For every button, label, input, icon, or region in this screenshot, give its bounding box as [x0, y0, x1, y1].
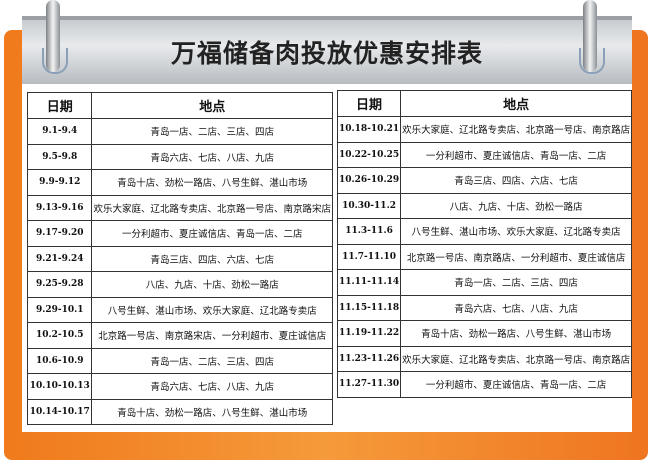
date-cell: 9.5-9.8	[26, 143, 93, 170]
date-cell: 9.29-10.1	[26, 296, 93, 323]
date-cell: 11.3-11.6	[336, 218, 402, 245]
table-row: 9.5-9.8 青岛六店、七店、八店、九店	[26, 143, 333, 170]
column-header-location: 地点	[400, 90, 633, 117]
table-row: 10.14-10.17 青岛十店、劲松一路店、八号生鲜、湛山市场	[26, 398, 333, 425]
location-cell: 青岛三店、四店、六店、七店	[400, 167, 633, 194]
date-cell: 10.18-10.21	[336, 116, 402, 143]
binder-ring-icon	[583, 0, 597, 72]
ring-loop-icon	[42, 48, 68, 74]
location-cell: 欢乐大家庭、辽北路专卖店、北京路一号店、南京路宋店	[91, 194, 333, 221]
location-cell: 八店、九店、十店、劲松一路店	[400, 192, 633, 219]
table-row: 10.18-10.21 欢乐大家庭、辽北路专卖店、北京路一号店、南京路店	[336, 116, 633, 143]
page-title: 万福储备肉投放优惠安排表	[170, 39, 483, 68]
date-cell: 9.17-9.20	[26, 220, 93, 247]
location-cell: 八号生鲜、湛山市场、欢乐大家庭、辽北路专卖店	[91, 296, 333, 323]
table-row: 11.7-11.10 北京路一号店、南京路店、一分利超市、夏庄诚信店	[336, 243, 633, 270]
location-cell: 青岛十店、劲松一路店、八号生鲜、湛山市场	[91, 398, 333, 425]
location-cell: 青岛一店、二店、三店、四店	[91, 118, 333, 145]
date-cell: 11.7-11.10	[336, 243, 402, 270]
table-row: 11.23-11.26 欢乐大家庭、辽北路专卖店、北京路一号店、南京路店	[336, 345, 633, 372]
location-cell: 欢乐大家庭、辽北路专卖店、北京路一号店、南京路店	[400, 345, 633, 372]
table-row: 10.2-10.5 北京路一号店、南京路宋店、一分利超市、夏庄诚信店	[26, 322, 333, 349]
location-cell: 青岛六店、七店、八店、九店	[400, 294, 633, 321]
location-cell: 一分利超市、夏庄诚信店、青岛一店、二店	[400, 141, 633, 168]
table-row: 9.9-9.12 青岛十店、劲松一路店、八号生鲜、湛山市场	[26, 169, 333, 196]
table-row: 9.17-9.20 一分利超市、夏庄诚信店、青岛一店、二店	[26, 220, 333, 247]
table-row: 9.1-9.4 青岛一店、二店、三店、四店	[26, 118, 333, 145]
table-row: 10.6-10.9 青岛一店、二店、三店、四店	[26, 347, 333, 374]
date-cell: 11.11-11.14	[336, 269, 402, 296]
location-cell: 欢乐大家庭、辽北路专卖店、北京路一号店、南京路店	[400, 116, 633, 143]
ring-loop-icon	[579, 48, 605, 74]
location-cell: 一分利超市、夏庄诚信店、青岛一店、二店	[91, 220, 333, 247]
date-cell: 10.6-10.9	[26, 347, 93, 374]
date-cell: 10.30-11.2	[336, 192, 402, 219]
location-cell: 八号生鲜、湛山市场、欢乐大家庭、辽北路专卖店	[400, 218, 633, 245]
location-cell: 北京路一号店、南京路店、一分利超市、夏庄诚信店	[400, 243, 633, 270]
column-header-date: 日期	[336, 90, 402, 117]
column-header-location: 地点	[91, 92, 333, 119]
date-cell: 9.9-9.12	[26, 169, 93, 196]
table-row: 9.29-10.1 八号生鲜、湛山市场、欢乐大家庭、辽北路专卖店	[26, 296, 333, 323]
table-row: 10.30-11.2 八店、九店、十店、劲松一路店	[336, 192, 633, 219]
binder-ring-icon	[46, 0, 60, 72]
location-cell: 八店、九店、十店、劲松一路店	[91, 271, 333, 298]
date-cell: 10.22-10.25	[336, 141, 402, 168]
date-cell: 11.27-11.30	[336, 371, 402, 398]
location-cell: 青岛十店、劲松一路店、八号生鲜、湛山市场	[91, 169, 333, 196]
table-row: 11.11-11.14 青岛一店、二店、三店、四店	[336, 269, 633, 296]
location-cell: 青岛一店、二店、三店、四店	[400, 269, 633, 296]
location-cell: 北京路一号店、南京路宋店、一分利超市、夏庄诚信店	[91, 322, 333, 349]
date-cell: 10.26-10.29	[336, 167, 402, 194]
table-row: 10.26-10.29 青岛三店、四店、六店、七店	[336, 167, 633, 194]
table-row: 10.22-10.25 一分利超市、夏庄诚信店、青岛一店、二店	[336, 141, 633, 168]
table-row: 9.25-9.28 八店、九店、十店、劲松一路店	[26, 271, 333, 298]
table-row: 9.21-9.24 青岛三店、四店、六店、七店	[26, 245, 333, 272]
date-cell: 11.15-11.18	[336, 294, 402, 321]
date-cell: 10.14-10.17	[26, 398, 93, 425]
table-row: 10.10-10.13 青岛六店、七店、八店、九店	[26, 373, 333, 400]
date-cell: 9.1-9.4	[26, 118, 93, 145]
date-cell: 10.10-10.13	[26, 373, 93, 400]
title-bar: 万福储备肉投放优惠安排表	[22, 16, 632, 84]
date-cell: 10.2-10.5	[26, 322, 93, 349]
location-cell: 青岛一店、二店、三店、四店	[91, 347, 333, 374]
location-cell: 青岛三店、四店、六店、七店	[91, 245, 333, 272]
date-cell: 11.23-11.26	[336, 345, 402, 372]
location-cell: 青岛十店、劲松一路店、八号生鲜、湛山市场	[400, 320, 633, 347]
location-cell: 一分利超市、夏庄诚信店、青岛一店、二店	[400, 371, 633, 398]
table-row: 11.27-11.30 一分利超市、夏庄诚信店、青岛一店、二店	[336, 371, 633, 398]
location-cell: 青岛六店、七店、八店、九店	[91, 143, 333, 170]
date-cell: 9.13-9.16	[26, 194, 93, 221]
table-row: 11.3-11.6 八号生鲜、湛山市场、欢乐大家庭、辽北路专卖店	[336, 218, 633, 245]
location-cell: 青岛六店、七店、八店、九店	[91, 373, 333, 400]
schedule-table-right: 日期 地点 10.18-10.21 欢乐大家庭、辽北路专卖店、北京路一号店、南京路…	[336, 90, 633, 398]
column-header-date: 日期	[26, 92, 93, 119]
table-row: 9.13-9.16 欢乐大家庭、辽北路专卖店、北京路一号店、南京路宋店	[26, 194, 333, 221]
date-cell: 11.19-11.22	[336, 320, 402, 347]
date-cell: 9.25-9.28	[26, 271, 93, 298]
date-cell: 9.21-9.24	[26, 245, 93, 272]
schedule-table-left: 日期 地点 9.1-9.4 青岛一店、二店、三店、四店 9.5-9.8 青岛六店、七店…	[26, 92, 333, 425]
table-row: 11.15-11.18 青岛六店、七店、八店、九店	[336, 294, 633, 321]
table-row: 11.19-11.22 青岛十店、劲松一路店、八号生鲜、湛山市场	[336, 320, 633, 347]
